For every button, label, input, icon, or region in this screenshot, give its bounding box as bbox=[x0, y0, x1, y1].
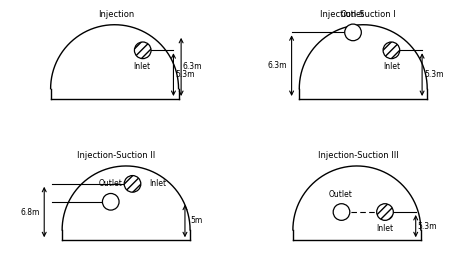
Circle shape bbox=[102, 193, 119, 210]
Text: Outlet: Outlet bbox=[340, 10, 365, 19]
Text: Outlet: Outlet bbox=[98, 179, 122, 188]
Text: Inlet: Inlet bbox=[376, 224, 393, 233]
Text: 5.3m: 5.3m bbox=[175, 70, 195, 79]
Text: 5.3m: 5.3m bbox=[418, 221, 437, 231]
Title: Injection-Suction II: Injection-Suction II bbox=[77, 151, 155, 160]
Circle shape bbox=[345, 24, 361, 41]
Text: 6.3m: 6.3m bbox=[268, 61, 287, 70]
Text: Inlet: Inlet bbox=[134, 62, 151, 71]
Text: 6.8m: 6.8m bbox=[20, 207, 40, 216]
Text: Outlet: Outlet bbox=[329, 190, 353, 199]
Text: Inlet: Inlet bbox=[149, 179, 166, 188]
Circle shape bbox=[124, 176, 141, 192]
Text: 5.3m: 5.3m bbox=[424, 70, 443, 79]
Circle shape bbox=[383, 42, 400, 59]
Circle shape bbox=[377, 204, 393, 220]
Text: 6.3m: 6.3m bbox=[183, 62, 202, 71]
Title: Injection-Suction III: Injection-Suction III bbox=[318, 151, 399, 160]
Circle shape bbox=[333, 204, 350, 220]
Text: Inlet: Inlet bbox=[383, 62, 400, 71]
Text: 5m: 5m bbox=[191, 216, 202, 225]
Title: Injection: Injection bbox=[98, 10, 134, 19]
Title: Injection-Suction I: Injection-Suction I bbox=[320, 10, 396, 19]
Circle shape bbox=[135, 42, 151, 59]
